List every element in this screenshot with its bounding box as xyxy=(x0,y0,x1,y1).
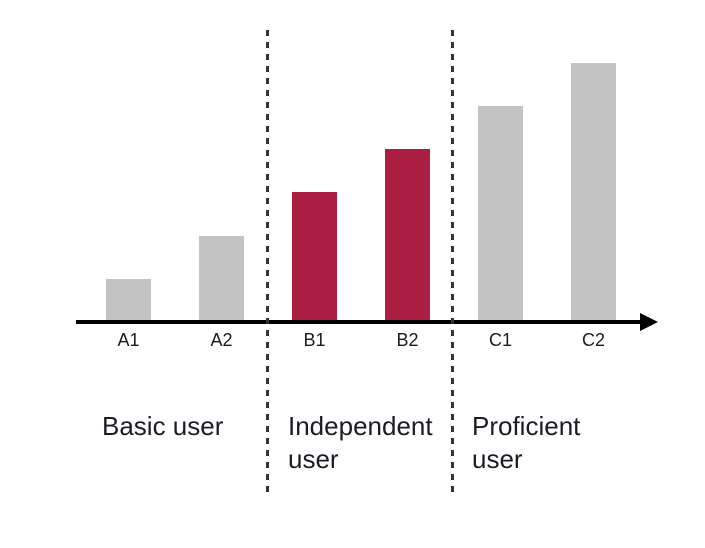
bar-B2 xyxy=(385,149,430,322)
axis-label-A1: A1 xyxy=(117,330,140,350)
group-separator-2 xyxy=(451,30,454,496)
bar-A2 xyxy=(199,235,244,322)
group-label-basic-user: Basic user xyxy=(102,411,224,441)
bar-A1 xyxy=(106,278,151,322)
group-label-independent-user: Independent user xyxy=(288,411,433,474)
group-separator-1 xyxy=(266,30,269,496)
axis-label-C2: C2 xyxy=(581,330,605,350)
x-axis-line xyxy=(76,320,644,324)
axis-label-B2: B2 xyxy=(396,330,419,350)
x-axis-arrowhead-icon xyxy=(640,313,658,331)
bar-C2 xyxy=(571,62,616,322)
group-label-proficient-user: Proficient user xyxy=(472,411,581,474)
bar-C1 xyxy=(478,106,523,322)
bar-B1 xyxy=(292,192,337,322)
axis-label-C1: C1 xyxy=(488,330,512,350)
axis-label-A2: A2 xyxy=(210,330,233,350)
axis-label-B1: B1 xyxy=(303,330,326,350)
